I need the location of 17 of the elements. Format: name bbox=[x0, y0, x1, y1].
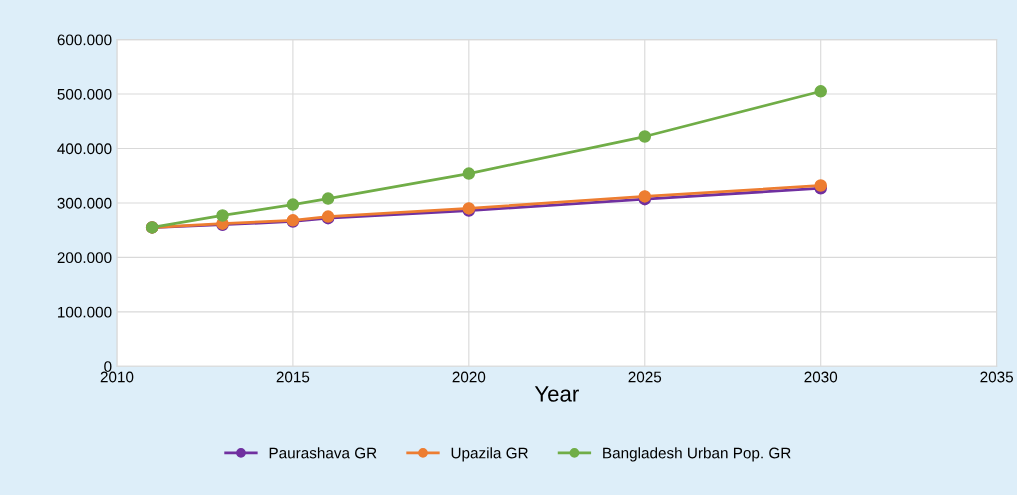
x-tick-label: 2010 bbox=[100, 371, 134, 383]
x-tick-label: 2030 bbox=[804, 371, 838, 383]
x-tick-label: 2035 bbox=[980, 371, 1014, 383]
y-tick-label: 400.000 bbox=[57, 143, 112, 155]
x-tick-label: 2025 bbox=[628, 371, 662, 383]
x-tick-label: 2020 bbox=[452, 371, 486, 383]
x-axis-title: Year bbox=[534, 386, 579, 402]
y-tick-label: 300.000 bbox=[57, 197, 112, 209]
legend-label: Upazila GR bbox=[451, 447, 528, 462]
y-tick-label: 600.000 bbox=[57, 34, 112, 46]
y-tick-label: 100.000 bbox=[58, 306, 112, 318]
x-tick-label: 2015 bbox=[276, 371, 310, 383]
y-tick-label: 200.000 bbox=[57, 252, 112, 264]
y-tick-label: 0 bbox=[104, 361, 112, 372]
legend-label: Paurashava GR bbox=[269, 447, 377, 459]
legend-label: Bangladesh Urban Pop. GR bbox=[603, 447, 791, 462]
y-tick-label: 500.000 bbox=[57, 88, 112, 100]
